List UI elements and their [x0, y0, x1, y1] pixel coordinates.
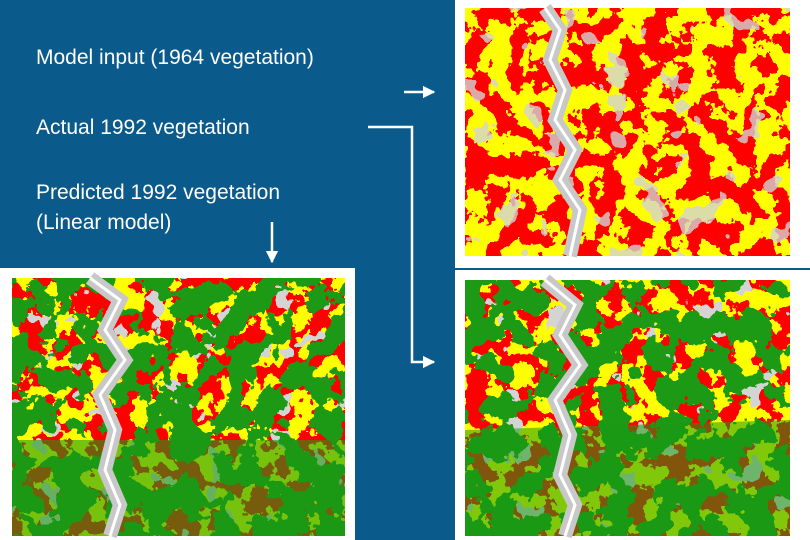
river [544, 278, 582, 537]
map-green-south [465, 420, 790, 536]
label-actual: Actual 1992 vegetation [36, 116, 250, 139]
map-predicted-1992 [12, 272, 345, 539]
map-green-south [12, 440, 345, 536]
river [543, 7, 582, 257]
river [89, 276, 127, 537]
arrow [368, 125, 436, 369]
label-predicted-model: (Linear model) [36, 211, 171, 234]
map-actual-1992 [465, 274, 790, 539]
map-gray-patches [465, 8, 790, 256]
label-input: Model input (1964 vegetation) [36, 46, 314, 69]
label-predicted: Predicted 1992 vegetation [36, 181, 280, 204]
map-input-1964 [465, 4, 790, 258]
